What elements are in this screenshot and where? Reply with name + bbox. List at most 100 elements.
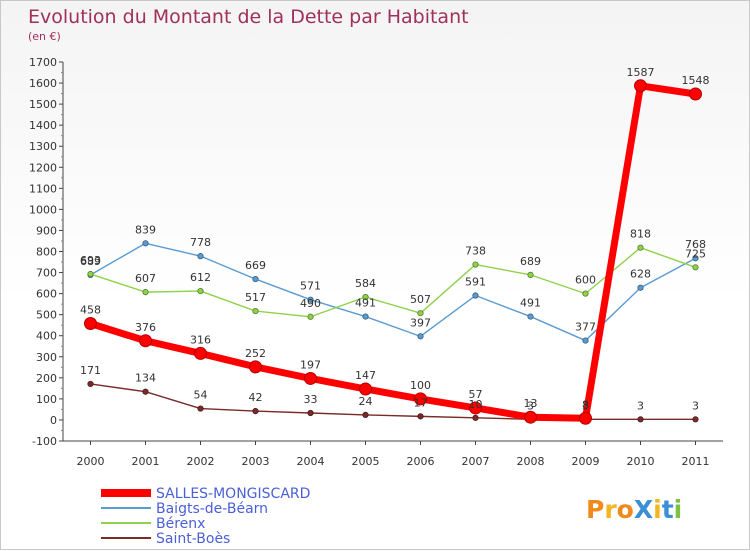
data-point (252, 408, 259, 415)
data-point (579, 411, 592, 425)
data-label: 252 (245, 347, 266, 360)
data-label: 171 (80, 364, 101, 377)
data-label: 10 (469, 398, 483, 411)
x-tick-label: 2010 (627, 455, 655, 468)
x-tick-label: 2004 (297, 455, 325, 468)
legend-label: Saint-Boès (156, 531, 230, 547)
data-label: 607 (135, 272, 156, 285)
data-point (637, 244, 644, 251)
y-tick-label: 500 (36, 309, 57, 322)
data-label: 147 (355, 369, 376, 382)
data-label: 689 (80, 255, 101, 268)
data-label: 778 (190, 236, 211, 249)
y-tick-label: 200 (36, 372, 57, 385)
data-label: 54 (194, 389, 208, 402)
data-point (84, 317, 97, 331)
x-tick-label: 2006 (407, 455, 435, 468)
data-label: 316 (190, 333, 211, 346)
data-label: 600 (575, 274, 596, 287)
y-tick-label: 800 (36, 246, 57, 259)
series-layer (84, 79, 702, 425)
data-point (582, 290, 589, 297)
y-tick-label: 1400 (29, 119, 57, 132)
data-label: 24 (359, 395, 373, 408)
data-point (197, 253, 204, 260)
data-point (362, 313, 369, 320)
series-line (89, 242, 697, 342)
legend-label: SALLES-MONGISCARD (156, 486, 310, 502)
data-point (252, 275, 259, 283)
data-label: 57 (469, 388, 483, 401)
data-point (307, 409, 314, 417)
series-line (87, 82, 699, 422)
logo-letter: X (634, 495, 653, 524)
logo-letter: i (674, 495, 683, 524)
data-label: 517 (245, 291, 266, 304)
data-point (359, 382, 372, 396)
data-label: 669 (245, 259, 266, 272)
x-tick-label: 2002 (187, 455, 215, 468)
y-tick-label: -100 (32, 435, 57, 448)
logo-text: ProXiti (586, 495, 682, 524)
data-point (527, 271, 534, 278)
data-point (634, 79, 647, 93)
data-label: 490 (300, 297, 321, 310)
data-label: 197 (300, 358, 321, 371)
data-point (139, 334, 152, 348)
x-tick-label: 2007 (462, 455, 490, 468)
data-point (469, 401, 482, 415)
axes: -100 0 100 200 300 400 500 600 700 800 900 1000 1100… (29, 56, 723, 468)
data-point (689, 87, 702, 101)
y-tick-label: 1100 (29, 182, 57, 195)
data-point (637, 284, 644, 291)
logo-letter: t (662, 495, 674, 524)
y-tick-label: 100 (36, 393, 57, 406)
data-label: 397 (410, 316, 431, 329)
data-point (87, 270, 94, 278)
legend-label: Bérenx (156, 516, 205, 532)
data-point (472, 414, 479, 421)
data-label: 839 (135, 223, 156, 236)
x-tick-label: 2011 (682, 455, 710, 468)
data-point (197, 405, 204, 412)
x-tick-label: 2009 (572, 455, 600, 468)
data-point (637, 416, 644, 423)
data-point (142, 289, 149, 296)
chart-subtitle: (en €) (28, 30, 61, 43)
y-tick-label: 1300 (29, 140, 57, 153)
data-point (142, 240, 149, 247)
x-tick-label: 2001 (132, 455, 160, 468)
data-point (249, 360, 262, 374)
data-label: 3 (527, 399, 534, 412)
chart-title: Evolution du Montant de la Dette par Hab… (28, 6, 469, 28)
data-point (582, 337, 589, 344)
data-label: 507 (410, 293, 431, 306)
data-label: 3 (637, 399, 644, 412)
y-tick-label: 0 (50, 414, 57, 427)
y-tick-label: 1500 (29, 98, 57, 111)
data-point (692, 255, 699, 262)
data-label: 689 (520, 255, 541, 268)
y-tick-label: 1600 (29, 77, 57, 90)
data-point (414, 392, 427, 406)
y-tick-label: 900 (36, 224, 57, 237)
data-label: 3 (582, 399, 589, 412)
data-label: 725 (685, 247, 706, 260)
y-tick-label: 1700 (29, 56, 57, 69)
data-label: 13 (524, 397, 538, 410)
data-point (417, 310, 424, 317)
data-label: 3 (692, 399, 699, 412)
data-label: 628 (630, 268, 651, 281)
data-point (304, 371, 317, 385)
data-label: 571 (300, 280, 321, 293)
data-label: 8 (582, 398, 589, 411)
data-label: 738 (465, 245, 486, 258)
data-point (417, 413, 424, 420)
y-tick-label: 300 (36, 351, 57, 364)
data-label: 491 (355, 297, 376, 310)
data-point (194, 346, 207, 360)
data-point (142, 388, 149, 395)
data-point (252, 307, 259, 315)
data-label: 584 (355, 277, 376, 290)
